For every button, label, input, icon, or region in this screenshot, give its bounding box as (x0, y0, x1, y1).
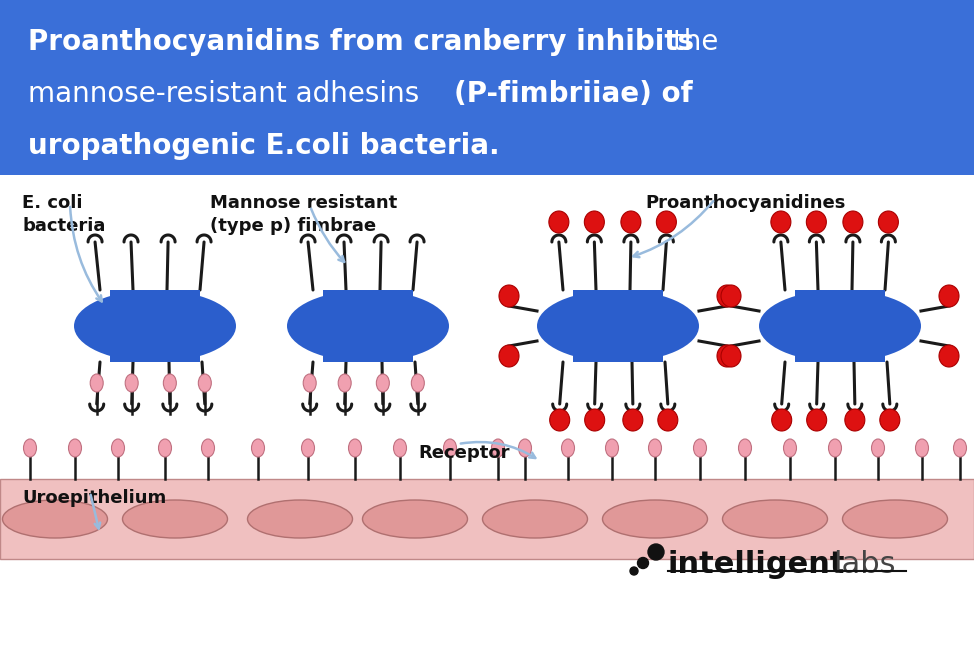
Circle shape (638, 557, 649, 568)
Ellipse shape (770, 211, 791, 233)
Ellipse shape (202, 439, 214, 457)
Ellipse shape (606, 439, 618, 457)
Ellipse shape (657, 409, 678, 431)
Ellipse shape (622, 409, 643, 431)
Ellipse shape (771, 409, 792, 431)
Ellipse shape (518, 439, 532, 457)
Bar (0, 0, 974, 175)
Text: uropathogenic E.coli bacteria.: uropathogenic E.coli bacteria. (28, 132, 500, 160)
Ellipse shape (126, 374, 138, 392)
Ellipse shape (939, 285, 959, 307)
Ellipse shape (349, 439, 361, 457)
Text: Receptor: Receptor (418, 444, 509, 462)
FancyBboxPatch shape (795, 290, 885, 362)
Text: labs: labs (833, 550, 895, 579)
Ellipse shape (393, 439, 406, 457)
Ellipse shape (844, 409, 865, 431)
Ellipse shape (721, 345, 741, 367)
Ellipse shape (159, 439, 171, 457)
Ellipse shape (806, 211, 826, 233)
Circle shape (630, 567, 638, 575)
Text: (P-fimbriiae) of: (P-fimbriiae) of (454, 80, 693, 108)
Ellipse shape (916, 439, 928, 457)
Ellipse shape (111, 439, 125, 457)
Ellipse shape (723, 500, 828, 538)
Ellipse shape (759, 290, 921, 362)
Text: E. coli
bacteria: E. coli bacteria (22, 194, 105, 235)
Ellipse shape (23, 439, 36, 457)
Ellipse shape (482, 500, 587, 538)
Ellipse shape (199, 374, 211, 392)
Ellipse shape (287, 290, 449, 362)
Ellipse shape (843, 500, 948, 538)
Ellipse shape (362, 500, 468, 538)
Text: the: the (664, 28, 719, 56)
Ellipse shape (549, 211, 569, 233)
Ellipse shape (499, 285, 519, 307)
Ellipse shape (829, 439, 842, 457)
Text: Mannose resistant
(type p) fimbrae: Mannose resistant (type p) fimbrae (210, 194, 397, 235)
Ellipse shape (492, 439, 505, 457)
Ellipse shape (584, 409, 605, 431)
Ellipse shape (74, 290, 236, 362)
Ellipse shape (693, 439, 706, 457)
Ellipse shape (338, 374, 352, 392)
FancyBboxPatch shape (323, 290, 413, 362)
Ellipse shape (656, 211, 676, 233)
Ellipse shape (68, 439, 82, 457)
Bar (0, 479, 974, 559)
FancyBboxPatch shape (573, 290, 663, 362)
Ellipse shape (649, 439, 661, 457)
Text: Uroepithelium: Uroepithelium (22, 489, 167, 507)
Text: Proanthocyanidines: Proanthocyanidines (645, 194, 845, 212)
Ellipse shape (247, 500, 353, 538)
Ellipse shape (939, 345, 959, 367)
Ellipse shape (717, 345, 737, 367)
Ellipse shape (872, 439, 884, 457)
FancyBboxPatch shape (110, 290, 200, 362)
Ellipse shape (376, 374, 390, 392)
Ellipse shape (880, 409, 900, 431)
Ellipse shape (954, 439, 966, 457)
Ellipse shape (303, 374, 317, 392)
Ellipse shape (164, 374, 176, 392)
Ellipse shape (620, 211, 641, 233)
Ellipse shape (123, 500, 228, 538)
Ellipse shape (91, 374, 103, 392)
Text: intelligent: intelligent (668, 550, 845, 579)
Text: mannose-resistant adhesins: mannose-resistant adhesins (28, 80, 429, 108)
Ellipse shape (443, 439, 457, 457)
Ellipse shape (721, 285, 741, 307)
Ellipse shape (561, 439, 575, 457)
Ellipse shape (3, 500, 107, 538)
Ellipse shape (738, 439, 752, 457)
Circle shape (648, 544, 664, 560)
Ellipse shape (717, 285, 737, 307)
Ellipse shape (499, 345, 519, 367)
Ellipse shape (806, 409, 827, 431)
Ellipse shape (251, 439, 265, 457)
Ellipse shape (549, 409, 570, 431)
Ellipse shape (879, 211, 898, 233)
Ellipse shape (584, 211, 604, 233)
Ellipse shape (783, 439, 797, 457)
Ellipse shape (411, 374, 425, 392)
Ellipse shape (537, 290, 699, 362)
Ellipse shape (843, 211, 863, 233)
Ellipse shape (603, 500, 707, 538)
Ellipse shape (302, 439, 315, 457)
Text: Proanthocyanidins from cranberry inhibits: Proanthocyanidins from cranberry inhibit… (28, 28, 694, 56)
